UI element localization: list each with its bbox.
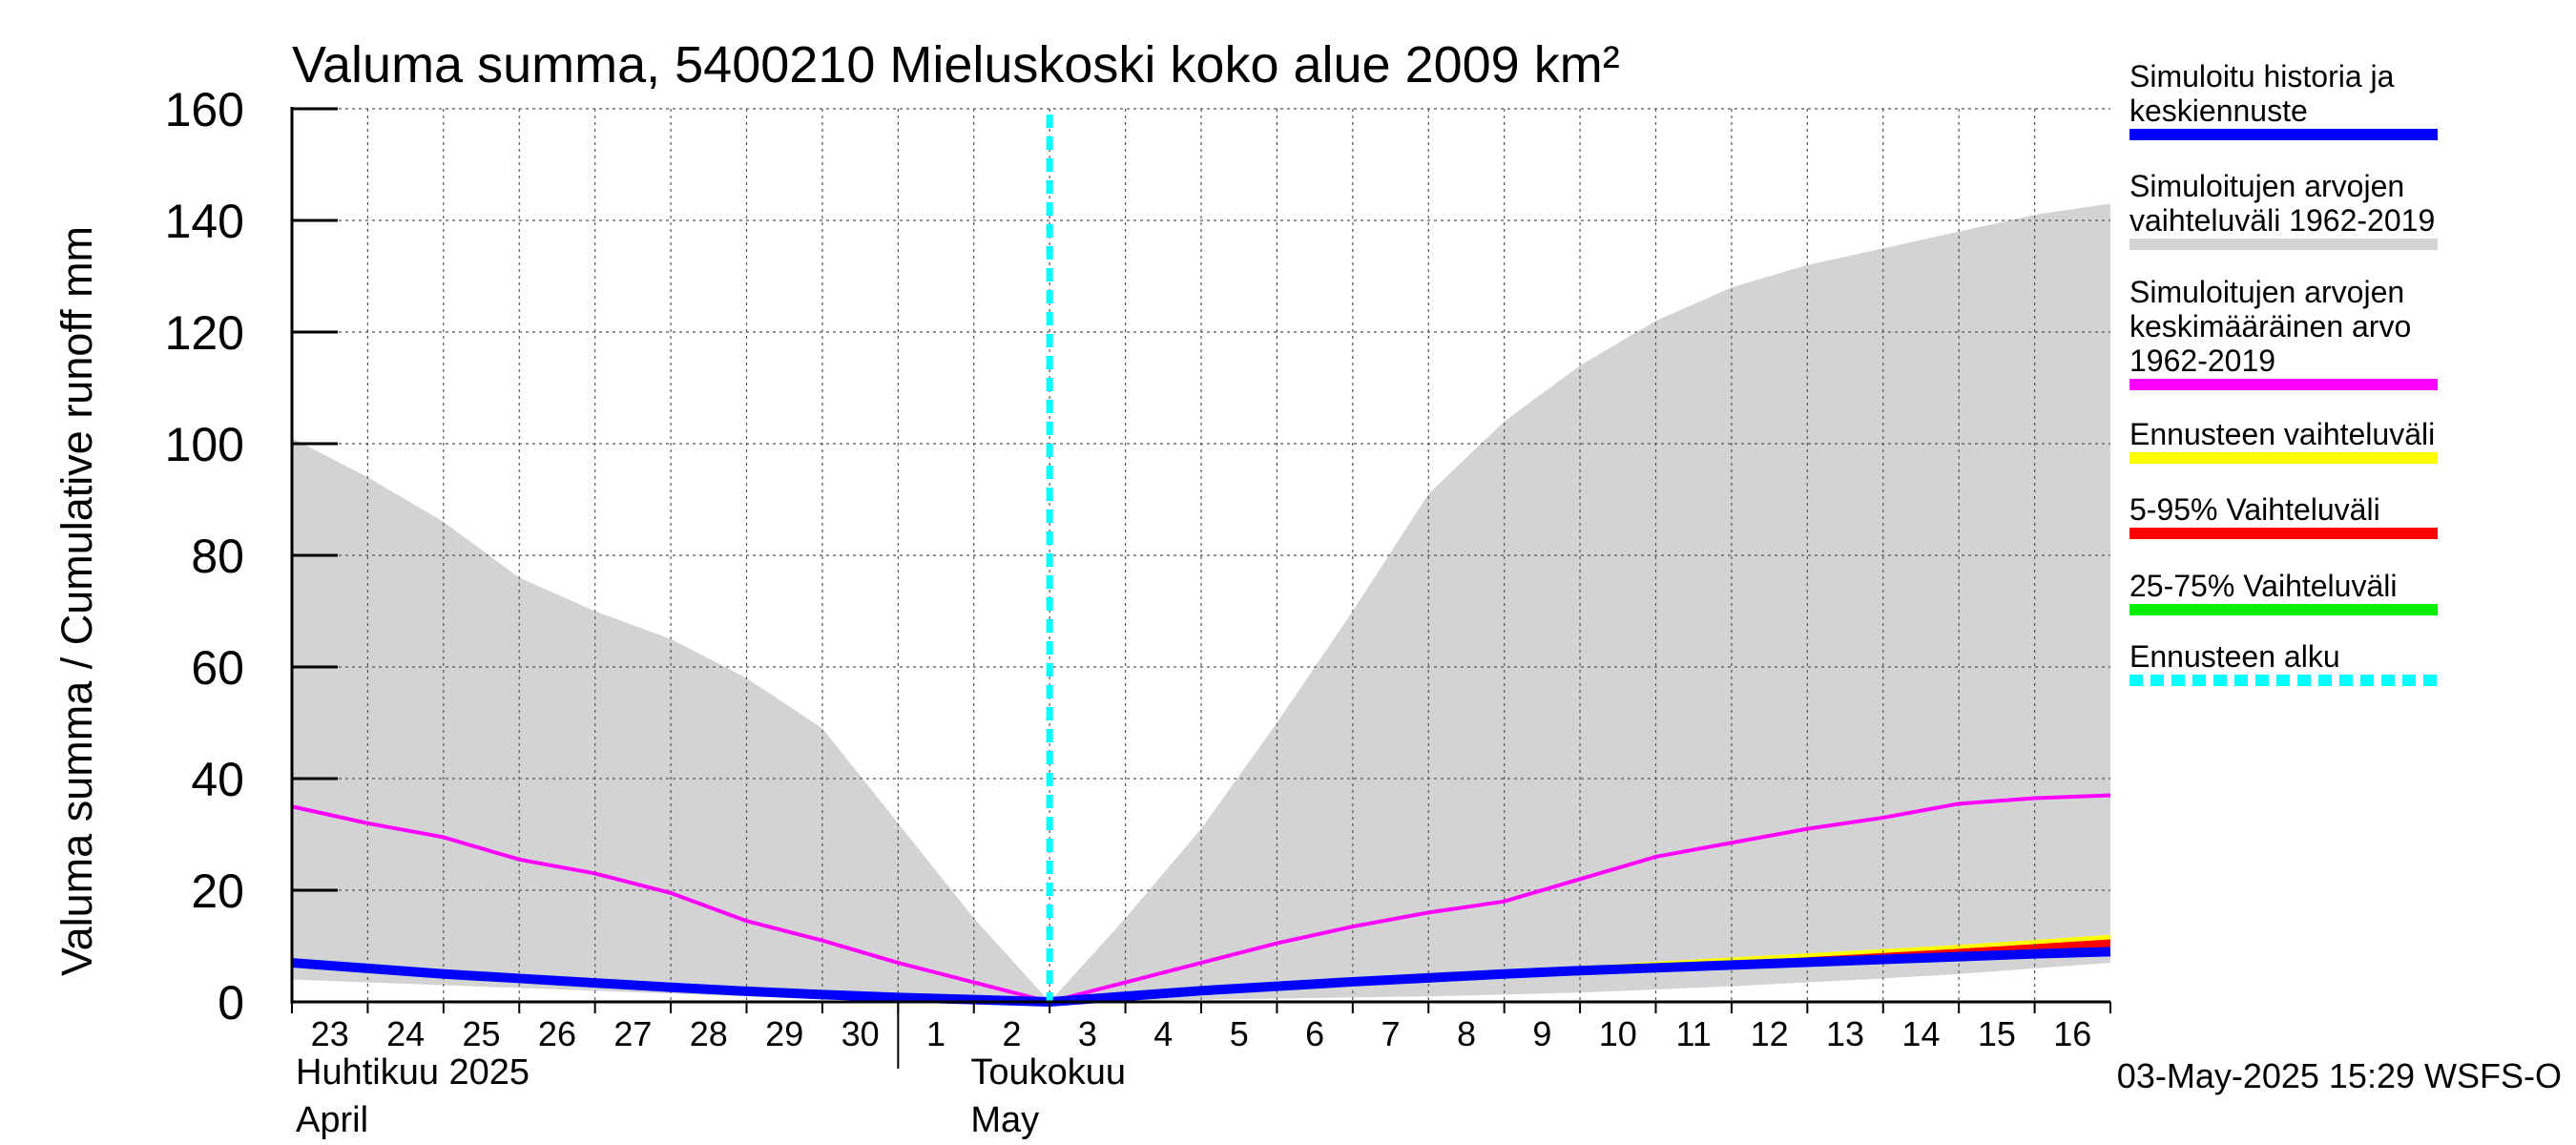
month-label-en: April (296, 1100, 368, 1140)
y-tick-label: 120 (165, 306, 244, 360)
mean-line (291, 793, 2111, 1005)
x-tick-label: 16 (2053, 1014, 2091, 1053)
month-label-fi: Huhtikuu 2025 (296, 1052, 530, 1093)
legend-label: 25-75% Vaihteluväli (2129, 569, 2397, 603)
legend-label: Simuloitujen arvojen (2129, 169, 2404, 203)
x-tick-label: 29 (765, 1014, 803, 1053)
y-tick-label: 40 (191, 753, 244, 806)
x-tick-label: 27 (613, 1014, 652, 1053)
y-tick-label: 100 (165, 418, 244, 471)
y-axis-label: Valuma summa / Cumulative runoff mm (52, 226, 101, 976)
x-tick-label: 8 (1457, 1014, 1476, 1053)
x-tick-label: 23 (311, 1014, 349, 1053)
month-label-en: May (970, 1100, 1039, 1140)
median-line (291, 947, 2111, 1007)
legend-label: 1962-2019 (2129, 344, 2275, 378)
x-tick-label: 25 (463, 1014, 501, 1053)
x-tick-label: 2 (1002, 1014, 1021, 1053)
x-tick-label: 14 (1901, 1014, 1940, 1053)
legend-label: Simuloitu historia ja (2129, 59, 2395, 94)
chart-title: Valuma summa, 5400210 Mieluskoski koko a… (292, 36, 1620, 94)
x-tick-label: 4 (1153, 1014, 1173, 1053)
legend-label: Ennusteen vaihteluväli (2129, 417, 2435, 451)
x-tick-label: 28 (690, 1014, 728, 1053)
x-tick-label: 12 (1751, 1014, 1789, 1053)
x-tick-label: 13 (1826, 1014, 1864, 1053)
legend-label: keskiennuste (2129, 94, 2308, 128)
x-tick-label: 24 (386, 1014, 425, 1053)
x-tick-label: 1 (926, 1014, 945, 1053)
y-tick-label: 20 (191, 864, 244, 918)
legend-label: keskimääräinen arvo (2129, 309, 2411, 344)
timestamp-footer: 03-May-2025 15:29 WSFS-O (2117, 1056, 2562, 1095)
x-tick-label: 9 (1532, 1014, 1551, 1053)
x-tick-label: 6 (1305, 1014, 1324, 1053)
x-tick-label: 5 (1230, 1014, 1249, 1053)
x-tick-label: 26 (538, 1014, 576, 1053)
x-tick-label: 7 (1381, 1014, 1401, 1053)
x-tick-label: 10 (1599, 1014, 1637, 1053)
y-tick-label: 160 (165, 83, 244, 136)
x-tick-label: 30 (841, 1014, 880, 1053)
legend-label: Simuloitujen arvojen (2129, 275, 2404, 309)
x-tick-label: 15 (1978, 1014, 2016, 1053)
legend-label: Ennusteen alku (2129, 639, 2340, 674)
x-tick-label: 11 (1676, 1014, 1712, 1053)
legend-label: 5-95% Vaihteluväli (2129, 492, 2380, 527)
legend-label: vaihteluväli 1962-2019 (2129, 203, 2435, 238)
y-tick-label: 140 (165, 195, 244, 248)
month-label-fi: Toukokuu (970, 1052, 1126, 1093)
y-tick-label: 60 (191, 641, 244, 695)
y-tick-label: 0 (218, 976, 244, 1030)
y-tick-label: 80 (191, 530, 244, 583)
x-tick-label: 3 (1078, 1014, 1097, 1053)
